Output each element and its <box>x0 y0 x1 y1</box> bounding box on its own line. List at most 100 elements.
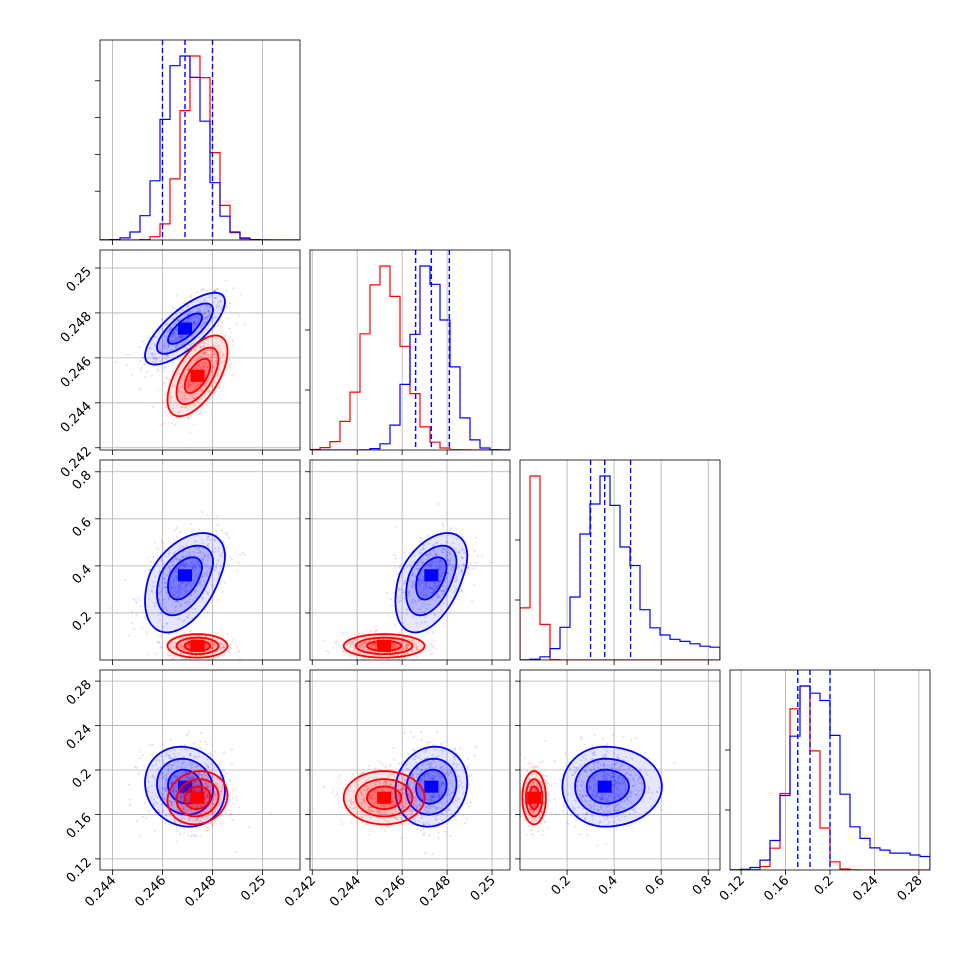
scatter-point <box>198 651 201 654</box>
scatter-point <box>391 646 394 649</box>
scatter-point <box>391 799 394 802</box>
scatter-point <box>459 570 462 573</box>
scatter-point <box>201 367 204 370</box>
scatter-point <box>160 635 163 638</box>
scatter-point <box>367 807 370 810</box>
scatter-point <box>185 615 188 619</box>
scatter-point <box>357 651 360 654</box>
scatter-point <box>172 789 175 792</box>
scatter-point <box>429 551 432 554</box>
scatter-point <box>206 289 209 292</box>
scatter-point <box>168 800 171 803</box>
scatter-point <box>183 378 186 381</box>
scatter-point <box>200 367 203 370</box>
scatter-point <box>210 824 213 827</box>
scatter-point <box>192 396 195 400</box>
scatter-point <box>190 335 193 338</box>
scatter-point <box>399 788 402 792</box>
scatter-point <box>187 417 190 420</box>
scatter-point <box>335 640 338 643</box>
scatter-point <box>434 765 437 769</box>
density-peak <box>190 791 205 804</box>
scatter-point <box>404 644 407 647</box>
scatter-point <box>182 646 185 649</box>
scatter-point <box>416 766 419 769</box>
scatter-point <box>158 347 161 350</box>
scatter-point <box>211 646 214 650</box>
scatter-point <box>204 590 207 593</box>
scatter-point <box>160 327 163 330</box>
scatter-point <box>222 360 225 363</box>
scatter-point <box>439 766 442 769</box>
scatter-point <box>415 762 418 765</box>
scatter-point <box>369 795 372 798</box>
scatter-point <box>425 581 428 584</box>
scatter-point <box>222 645 225 649</box>
panel-frame <box>309 249 511 451</box>
scatter-point <box>181 587 184 590</box>
scatter-point <box>400 591 403 594</box>
scatter-point <box>193 590 196 593</box>
scatter-point <box>181 394 184 397</box>
scatter-point <box>432 651 435 655</box>
scatter-point <box>175 631 178 635</box>
scatter-point <box>177 586 181 589</box>
scatter-point <box>173 589 176 592</box>
scatter-point <box>204 762 207 765</box>
scatter-point <box>186 777 189 780</box>
scatter-point <box>153 343 156 346</box>
scatter-point <box>421 621 424 624</box>
scatter-point <box>193 423 196 426</box>
scatter-point <box>170 781 173 785</box>
scatter-point <box>203 351 206 354</box>
scatter-point <box>177 566 180 570</box>
scatter-point <box>205 307 209 310</box>
scatter-point <box>180 378 183 381</box>
scatter-point <box>195 765 198 768</box>
scatter-point <box>163 366 166 369</box>
scatter-point <box>174 655 177 658</box>
scatter-point <box>208 639 211 642</box>
scatter-point <box>468 783 471 787</box>
scatter-point <box>412 643 415 646</box>
scatter-point <box>214 798 217 801</box>
scatter-point <box>194 575 197 578</box>
scatter-point <box>209 806 212 809</box>
scatter-point <box>392 645 395 649</box>
scatter-point <box>360 793 363 797</box>
scatter-point <box>345 651 348 654</box>
contour-line <box>175 778 220 818</box>
scatter-point <box>372 790 375 793</box>
scatter-point <box>175 788 178 791</box>
scatter-point <box>204 571 207 574</box>
scatter-point <box>180 804 183 807</box>
scatter-point <box>188 598 191 601</box>
scatter-point <box>397 778 400 782</box>
scatter-point <box>212 812 215 816</box>
scatter-point <box>449 526 452 530</box>
scatter-point <box>179 585 182 588</box>
scatter-point <box>209 320 213 323</box>
scatter-point <box>421 764 424 767</box>
scatter-point <box>176 829 179 832</box>
scatter-point <box>424 621 427 624</box>
scatter-point <box>188 816 191 819</box>
scatter-point <box>187 380 190 383</box>
scatter-point <box>442 750 445 753</box>
scatter-point <box>440 812 444 815</box>
scatter-point <box>415 767 418 770</box>
scatter-point <box>393 644 396 647</box>
scatter-point <box>176 549 179 552</box>
scatter-point <box>422 547 425 551</box>
scatter-point <box>178 795 182 799</box>
scatter-point <box>186 809 189 812</box>
scatter-point <box>410 574 414 577</box>
scatter-point <box>466 802 469 805</box>
scatter-point <box>164 781 167 784</box>
scatter-point <box>397 658 400 660</box>
scatter-point <box>187 833 190 836</box>
scatter-point <box>438 783 441 786</box>
scatter-point <box>199 805 202 808</box>
scatter-point <box>170 327 173 331</box>
contour-line <box>166 770 229 826</box>
